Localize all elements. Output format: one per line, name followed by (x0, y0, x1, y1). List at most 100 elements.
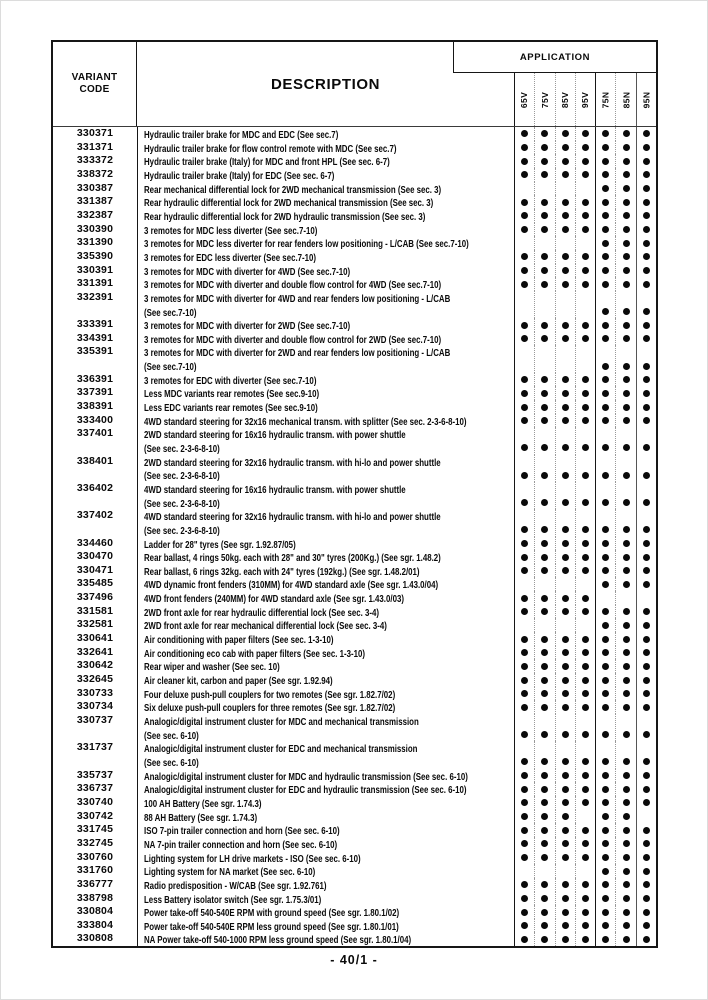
application-dot-cell (534, 318, 554, 332)
application-dot-cell (615, 181, 635, 196)
description-text: Less Battery isolator switch (See sgr. 1… (144, 893, 322, 906)
application-dot-cell (574, 140, 595, 155)
application-dot-cell (514, 236, 534, 250)
application-dot-cell (595, 618, 615, 633)
description-cell: Less MDC variants rear remotes (See sec.… (137, 386, 514, 401)
table-row: 335485 4WD dynamic front fenders (310MM) … (53, 577, 656, 592)
application-dot-cell (514, 823, 534, 837)
application-dot (581, 226, 589, 234)
application-dot (642, 690, 650, 698)
application-dot (581, 157, 589, 165)
application-dot-cell (635, 167, 656, 182)
application-dot-cell (635, 181, 656, 196)
application-dot-cell (554, 277, 575, 291)
application-dot (541, 703, 549, 711)
application-dot-cell (615, 673, 635, 687)
application-dot-cell (635, 550, 656, 564)
application-dot (602, 703, 610, 711)
application-dot (602, 144, 610, 152)
description-text: (See sec.7-10) (144, 306, 197, 319)
application-dot (642, 157, 650, 165)
application-dot (521, 157, 529, 165)
application-dot (541, 567, 549, 575)
application-dot-cell (534, 208, 554, 223)
application-dot-cell (514, 413, 534, 428)
application-dot-cell (635, 208, 656, 223)
table-body: 330371 Hydraulic trailer brake for MDC an… (53, 127, 656, 947)
description-text: Power take-off 540-540E RPM less ground … (144, 920, 399, 933)
application-dot (541, 608, 549, 616)
variant-code-cell: 330471 (76, 563, 114, 576)
application-dot-cell (514, 167, 534, 182)
table-row: 335391 3 remotes for MDC with diverter fo… (53, 345, 656, 373)
application-dot (521, 922, 529, 930)
description-text: Less EDC variants rear remotes (See sec.… (144, 402, 318, 414)
application-dot-cell (534, 877, 554, 892)
application-dot (541, 922, 549, 930)
application-dot (521, 758, 529, 766)
application-dot (541, 226, 549, 234)
application-dot (642, 144, 650, 152)
application-dot (521, 662, 529, 670)
application-dot (622, 758, 630, 766)
application-dot (561, 321, 569, 329)
application-dot (541, 826, 549, 834)
table-row: 335737 Analogic/digital instrument cluste… (53, 768, 656, 783)
application-dot (642, 676, 650, 684)
application-dot-cell (574, 195, 595, 209)
variant-code-table: VARIANT CODE DESCRIPTION APPLICATION 65V… (51, 40, 658, 948)
application-dot-cell (595, 550, 615, 564)
application-dot-cell (514, 809, 534, 824)
application-dot (581, 417, 589, 425)
variant-code-cell: 334391 (76, 331, 114, 344)
table-row: 330760 Lighting system for LH drive marke… (53, 850, 656, 865)
description-header-label: DESCRIPTION (270, 75, 381, 93)
application-dot-cell (554, 577, 575, 592)
description-cell: Hydraulic trailer brake (Italy) for EDC … (137, 167, 514, 182)
application-dot-cell (534, 195, 554, 209)
application-dot-cell (554, 932, 575, 947)
application-dot-cell (595, 918, 615, 933)
application-dot (541, 144, 549, 152)
application-dot (581, 212, 589, 220)
application-dot (642, 471, 650, 479)
application-dot-cell (554, 836, 575, 851)
application-dot (521, 335, 529, 343)
description-cell: 4WD dynamic front fenders (310MM) for 4W… (137, 577, 514, 592)
application-dot-cell (574, 918, 595, 933)
description-text: Hydraulic trailer brake (Italy) for MDC … (144, 156, 390, 168)
application-dot-cell (554, 823, 575, 837)
application-dot-cell (635, 836, 656, 851)
application-dot (521, 894, 529, 902)
application-dot-cell (615, 795, 635, 810)
application-dot-cell (595, 577, 615, 592)
application-dot (521, 567, 529, 575)
application-dot (642, 826, 650, 834)
application-dot-cell (534, 782, 554, 796)
application-dot (602, 321, 610, 329)
application-dot (581, 335, 589, 343)
application-dot-cell (514, 850, 534, 865)
application-dot-cell (514, 127, 534, 141)
application-dot-cell (514, 222, 534, 237)
application-dot-cell (574, 700, 595, 715)
variant-code-cell: 332745 (76, 836, 114, 849)
application-dot (561, 389, 569, 397)
application-dot (561, 935, 569, 943)
description-text: Lighting system for NA market (See sec. … (144, 866, 316, 878)
application-dot-cell (514, 509, 534, 537)
description-text: 4WD standard steering for 32x16 mechanic… (144, 415, 467, 428)
application-dot-cell (534, 795, 554, 810)
application-dot (561, 130, 569, 138)
application-dot-cell (554, 427, 575, 455)
application-dot-cell (534, 632, 554, 646)
application-dot-cell (554, 659, 575, 674)
application-dot (581, 539, 589, 547)
application-dot (642, 662, 650, 670)
description-text: NA Power take-off 540-1000 RPM less grou… (144, 934, 412, 947)
application-dot-cell (595, 386, 615, 401)
application-dot (521, 608, 529, 616)
application-dot (541, 389, 549, 397)
application-dot-cell (595, 400, 615, 414)
application-dot (581, 321, 589, 329)
